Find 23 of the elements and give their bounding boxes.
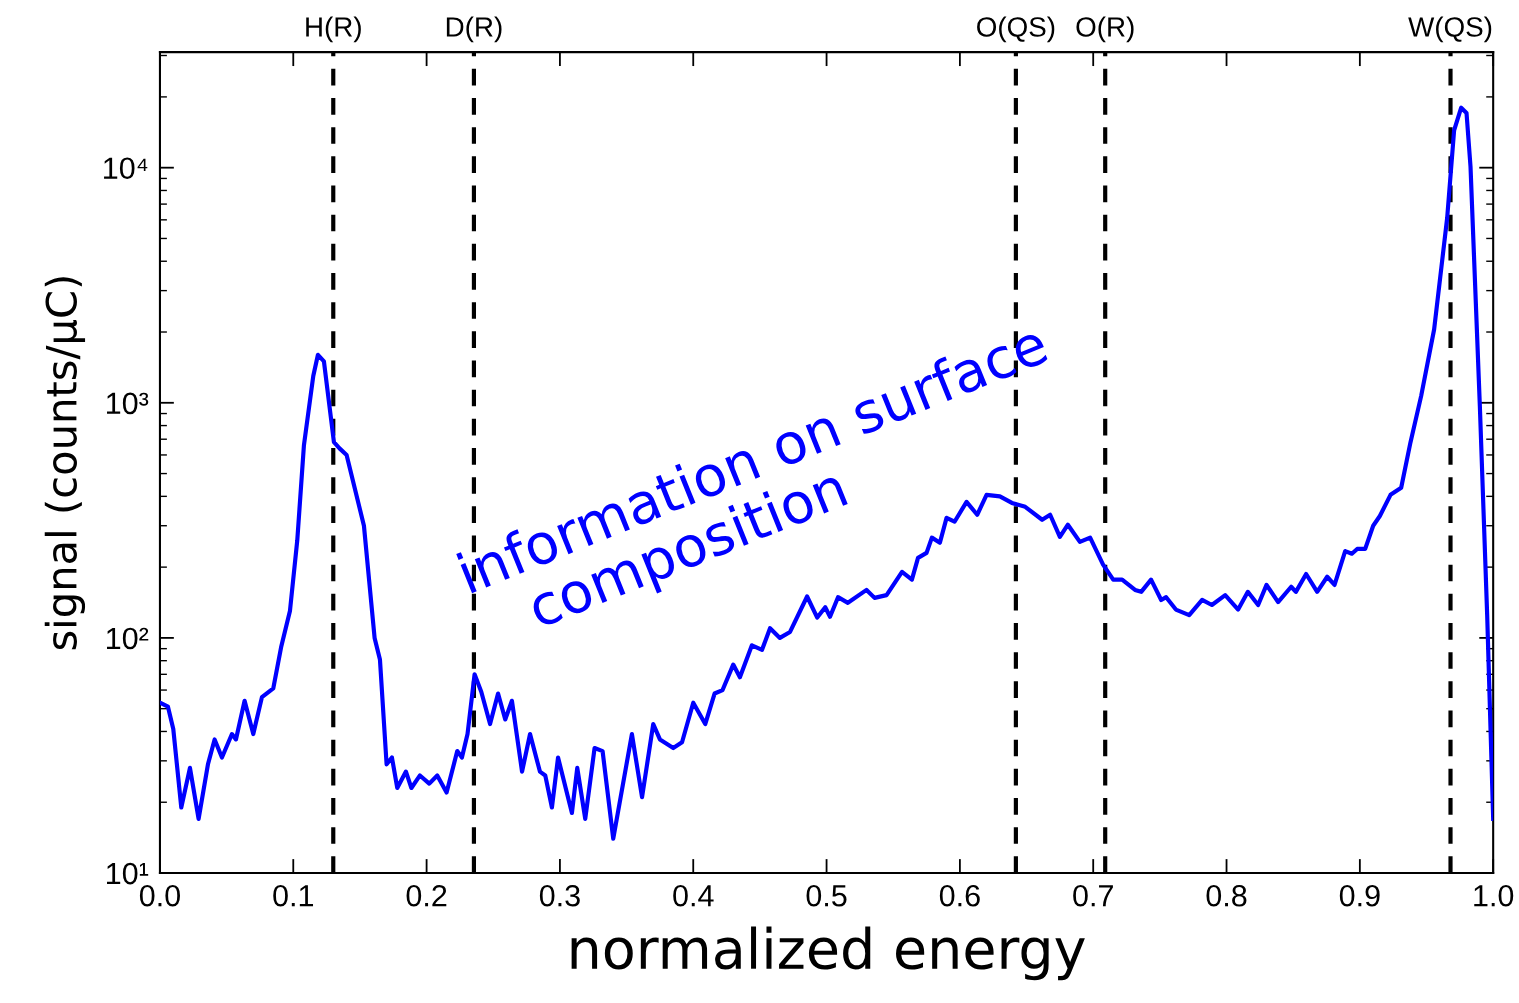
x-tick-label: 0.4	[673, 884, 714, 907]
x-tick-label: 0.2	[406, 884, 447, 907]
x-tick-label: 0.6	[939, 884, 980, 907]
x-tick-label: 1.0	[1474, 884, 1514, 907]
x-tick-label: 0.3	[539, 884, 580, 907]
ref-line-label: W(QS)	[1408, 16, 1492, 43]
x-tick-label: 0.0	[139, 884, 180, 907]
x-tick-label: 0.1	[273, 884, 314, 907]
ref-line-label: H(R)	[306, 16, 361, 43]
y-axis-title: signal (counts/μC)	[44, 277, 86, 650]
y-tick-label: 10³	[107, 392, 149, 415]
y-tick-label: 10¹	[107, 862, 149, 885]
line-series	[159, 105, 1494, 841]
x-axis-title: normalized energy	[571, 926, 1085, 981]
ref-line-label: O(QS)	[977, 16, 1055, 43]
ref-line-label: O(R)	[1076, 16, 1134, 43]
y-tick-label: 10²	[107, 627, 149, 650]
x-tick-label: 0.8	[1206, 884, 1247, 907]
y-tick-label: 10⁴	[104, 157, 148, 180]
x-tick-label: 0.5	[806, 884, 847, 907]
ref-line-label: D(R)	[446, 16, 502, 43]
x-tick-label: 0.7	[1073, 884, 1113, 907]
x-tick-label: 0.9	[1339, 884, 1380, 907]
